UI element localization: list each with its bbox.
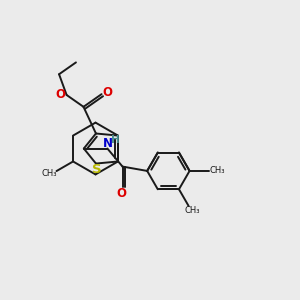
Text: N: N [103,137,113,150]
Text: O: O [56,88,66,101]
Text: O: O [116,187,126,200]
Text: CH₃: CH₃ [185,206,200,215]
Text: O: O [102,86,112,99]
Text: CH₃: CH₃ [41,169,57,178]
Text: S: S [92,163,102,176]
Text: CH₃: CH₃ [209,167,225,176]
Text: H: H [111,135,120,145]
